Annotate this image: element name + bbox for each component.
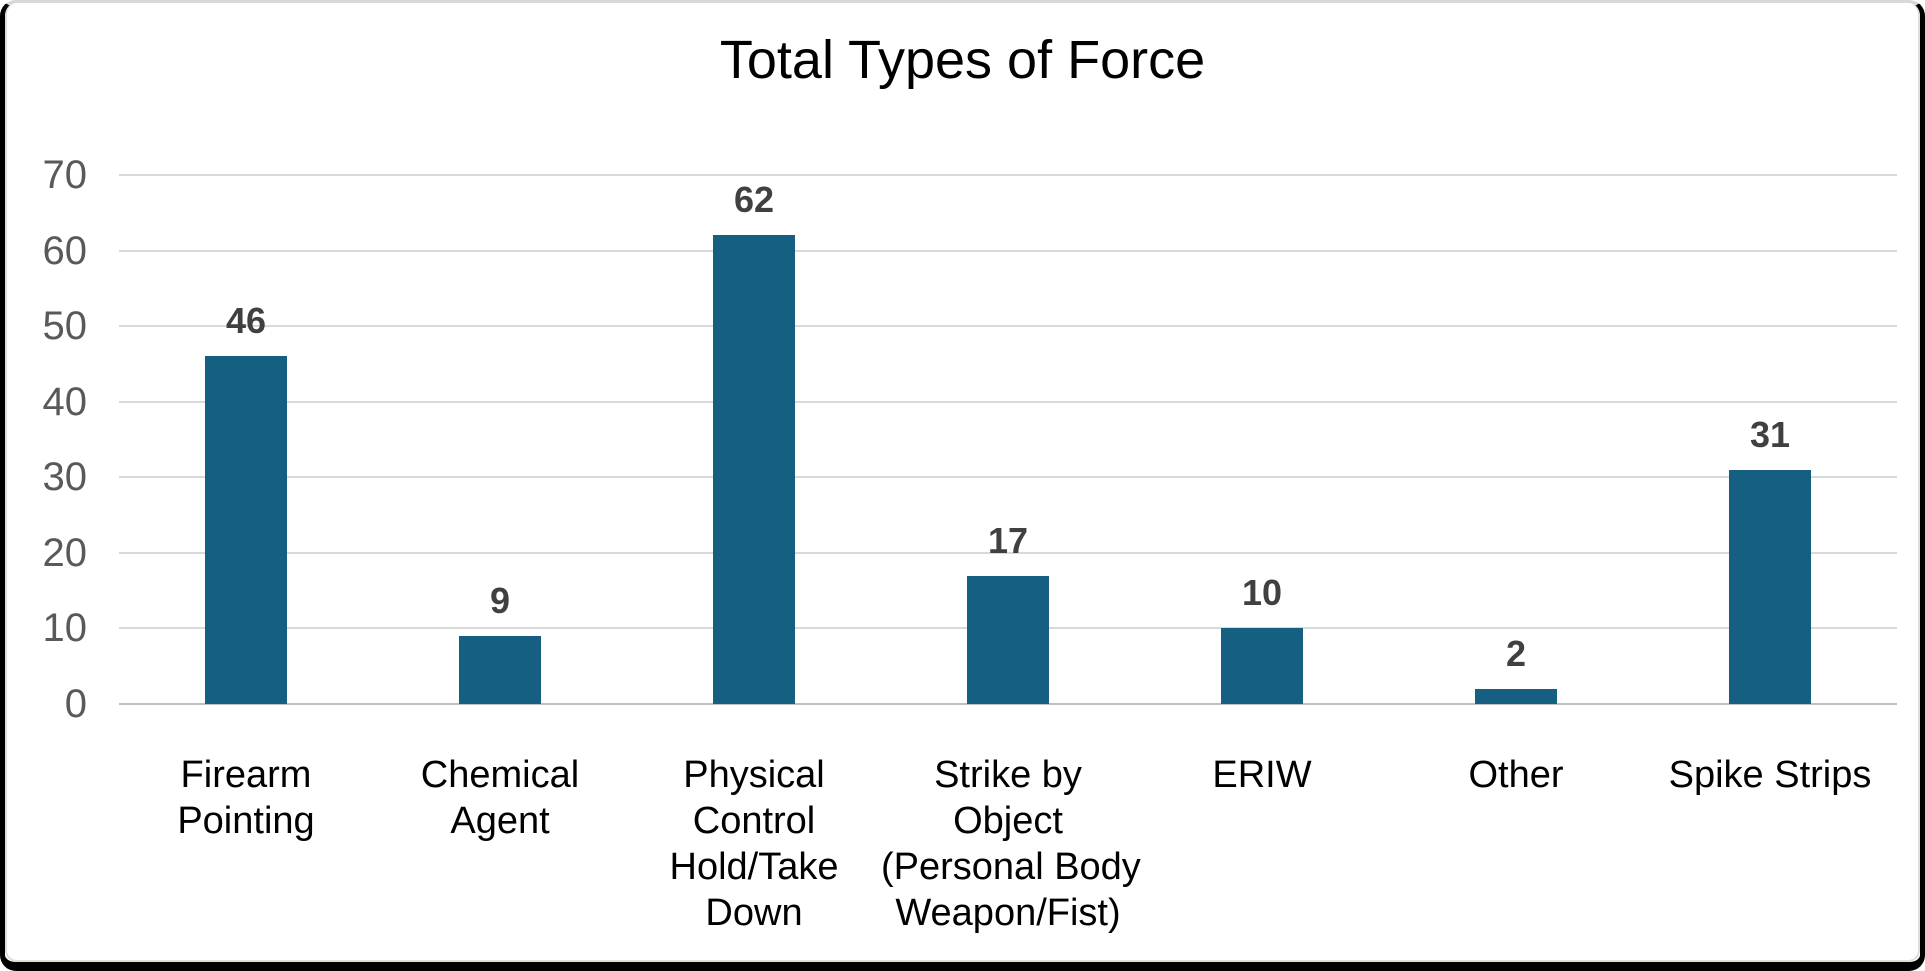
category-label-line: Agent	[450, 800, 550, 842]
category-label-line: Physical	[683, 754, 825, 796]
gridline-50	[119, 325, 1897, 328]
ytick-label-20: 20	[42, 530, 88, 575]
category-label-6: Other	[1389, 752, 1643, 798]
category-label-2: Chemical Agent	[373, 752, 627, 844]
x-axis-line	[119, 703, 1897, 705]
category-label-line: Control	[692, 800, 816, 842]
bar-6	[1475, 688, 1557, 704]
chart-canvas: Total Types of Force 46 9 62 17 10 2 31 0 10 20 3…	[5, 3, 1920, 962]
bar-value-label-4: 17	[987, 519, 1029, 561]
bar-4	[967, 575, 1049, 704]
category-label-4: Strike by Object (Personal Body Weapon/Fist…	[881, 752, 1141, 936]
bar-1	[205, 356, 287, 704]
bar-value-label-2: 9	[489, 580, 511, 621]
bar-value-label-6: 2	[1505, 632, 1527, 674]
category-label-3: Physical Control Hold/Take Down	[627, 752, 881, 936]
category-label-line: Firearm	[180, 754, 312, 796]
bar-2	[459, 636, 541, 704]
ytick-label-10: 10	[42, 606, 88, 651]
category-label-line: Weapon/Fist)	[895, 892, 1121, 934]
ytick-label-70: 70	[42, 153, 88, 197]
ytick-label-40: 40	[42, 379, 88, 424]
category-label-line: Chemical	[420, 754, 580, 796]
category-label-1: Firearm Pointing	[119, 752, 373, 844]
category-label-line: Hold/Take	[669, 846, 839, 888]
bar-value-label-1: 46	[225, 300, 267, 342]
chart-title: Total Types of Force	[719, 30, 1206, 90]
category-label-line: Down	[705, 892, 803, 934]
plot-area: 46 9 62 17 10 2 31	[119, 174, 1897, 705]
ytick-label-0: 0	[64, 682, 87, 726]
category-label-7: Spike Strips	[1643, 752, 1897, 798]
category-label-line: Other	[1468, 754, 1564, 796]
bar-value-label-3: 62	[733, 179, 775, 221]
bar-3	[713, 235, 795, 704]
bar-7	[1729, 469, 1811, 704]
bar-value-label-5: 10	[1241, 572, 1283, 614]
gridline-30	[119, 476, 1897, 479]
category-label-line: Pointing	[177, 800, 315, 842]
gridline-20	[119, 551, 1897, 554]
gridline-60	[119, 249, 1897, 252]
category-label-line: (Personal Body	[881, 846, 1141, 888]
bar-value-label-7: 31	[1749, 413, 1791, 455]
gridline-70	[119, 174, 1897, 176]
gridline-40	[119, 400, 1897, 403]
category-label-5: ERIW	[1135, 752, 1389, 798]
category-label-line: Strike by	[934, 754, 1082, 796]
ytick-label-50: 50	[42, 304, 88, 349]
category-label-line: Object	[953, 800, 1063, 842]
ytick-label-30: 30	[42, 455, 88, 500]
bar-5	[1221, 628, 1303, 704]
category-label-line: ERIW	[1212, 754, 1312, 796]
category-label-line: Spike Strips	[1668, 754, 1872, 796]
ytick-label-60: 60	[42, 228, 88, 273]
